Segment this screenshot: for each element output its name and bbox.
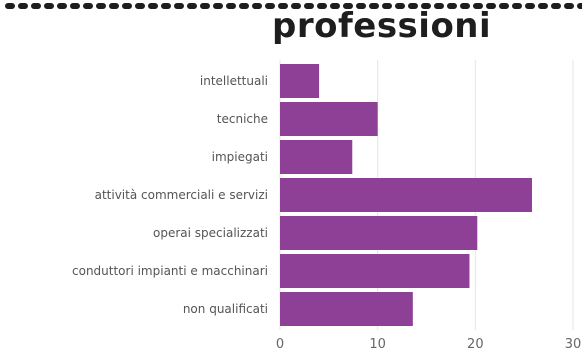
- bar-4: [280, 216, 478, 250]
- bar-3: [280, 178, 532, 212]
- category-label-3: attività commerciali e servizi: [95, 188, 268, 202]
- bar-6: [280, 292, 413, 326]
- x-tick-label-10: 10: [369, 337, 386, 352]
- category-label-4: operai specializzati: [153, 226, 268, 240]
- category-label-6: non qualificati: [183, 302, 268, 316]
- chart-title: professioni: [272, 6, 492, 46]
- bar-1: [280, 102, 378, 136]
- x-tick-label-30: 30: [565, 337, 582, 352]
- category-label-5: conduttori impianti e macchinari: [72, 264, 268, 278]
- bar-5: [280, 254, 470, 288]
- x-tick-label-0: 0: [276, 337, 284, 352]
- x-tick-label-20: 20: [467, 337, 484, 352]
- category-label-0: intellettuali: [200, 74, 268, 88]
- category-label-1: tecniche: [217, 112, 268, 126]
- title-dotted-rule: [0, 0, 582, 14]
- bar-2: [280, 140, 353, 174]
- category-label-2: impiegati: [212, 150, 268, 164]
- bar-0: [280, 64, 320, 98]
